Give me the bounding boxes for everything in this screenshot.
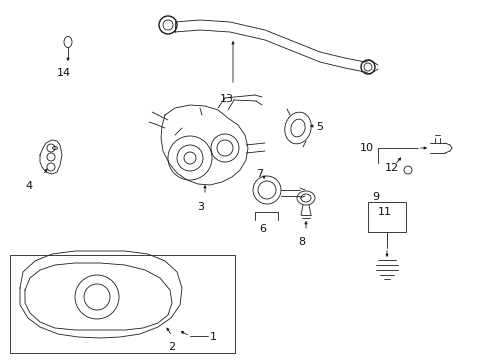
Text: 4: 4 bbox=[25, 181, 32, 191]
Text: 14: 14 bbox=[57, 68, 71, 78]
Text: 7: 7 bbox=[256, 169, 263, 179]
Text: 3: 3 bbox=[197, 202, 203, 212]
Text: 2: 2 bbox=[168, 342, 175, 352]
Text: 10: 10 bbox=[359, 143, 373, 153]
Text: 11: 11 bbox=[377, 207, 391, 217]
Text: 9: 9 bbox=[371, 192, 378, 202]
Bar bbox=[367, 202, 405, 232]
Text: 12: 12 bbox=[384, 163, 398, 173]
Bar bbox=[10, 255, 235, 353]
Text: 13: 13 bbox=[220, 94, 234, 104]
Text: 1: 1 bbox=[209, 332, 217, 342]
Text: 8: 8 bbox=[297, 237, 305, 247]
Text: 5: 5 bbox=[315, 122, 323, 132]
Text: 6: 6 bbox=[259, 224, 265, 234]
